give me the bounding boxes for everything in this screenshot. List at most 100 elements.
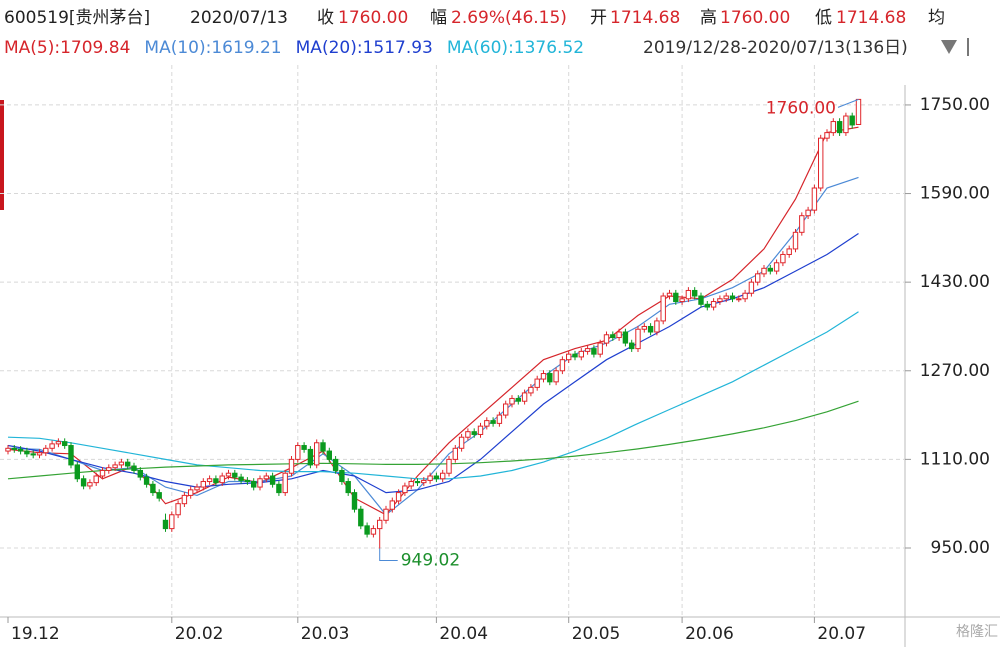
- y-tick-label: 1750.00: [920, 95, 990, 115]
- legend-entry: MA(60):1376.52: [447, 38, 584, 58]
- candle-body: [509, 397, 515, 405]
- candle-body: [761, 267, 767, 275]
- candle-body: [521, 392, 528, 402]
- y-tick-label: 1430.00: [920, 272, 990, 292]
- candle-body: [150, 483, 156, 494]
- candle-body: [458, 436, 465, 449]
- candle-body: [452, 447, 459, 460]
- candle-body: [792, 231, 799, 250]
- candle-body: [295, 445, 301, 460]
- candle-body: [534, 378, 540, 388]
- candle-body: [395, 492, 402, 502]
- candle-body: [446, 458, 452, 474]
- candle-body: [276, 483, 282, 494]
- candle-body: [194, 486, 200, 491]
- candle-body: [62, 441, 68, 447]
- candle-body: [591, 348, 597, 355]
- candle-body: [238, 476, 244, 481]
- candle-body: [729, 295, 736, 300]
- candle-body: [547, 373, 553, 383]
- candle-body: [301, 445, 307, 450]
- value: 1760.00: [720, 8, 790, 28]
- candle-body: [74, 464, 80, 480]
- candle-body: [849, 115, 855, 126]
- candle-body: [232, 472, 238, 478]
- legend-entry: MA(5):1709.84: [4, 38, 130, 58]
- candle-body: [339, 469, 345, 483]
- candle-body: [49, 443, 55, 449]
- label: 收: [317, 8, 334, 28]
- candle-body: [559, 359, 566, 372]
- y-tick-label: 1590.00: [920, 184, 990, 204]
- candle-body: [68, 445, 74, 466]
- candle-body: [584, 348, 591, 352]
- candle-body: [855, 98, 862, 125]
- candle-body: [206, 478, 213, 483]
- candle-body: [647, 325, 654, 333]
- candle-body: [225, 472, 232, 477]
- candle-body: [477, 425, 484, 435]
- candle-body: [622, 331, 629, 344]
- candle-body: [471, 431, 477, 435]
- value: 1714.68: [836, 8, 906, 28]
- candle-body: [5, 447, 11, 452]
- x-tick-label: 20.05: [572, 624, 621, 644]
- annotation: 1760.00: [766, 98, 836, 118]
- candle-body: [736, 298, 742, 301]
- candle-body: [389, 500, 396, 510]
- candle-body: [610, 334, 616, 339]
- candle-body: [200, 481, 207, 488]
- candle-body: [679, 298, 685, 303]
- x-tick-label: 19.12: [11, 624, 60, 644]
- candle-body: [484, 420, 490, 427]
- candle-body: [332, 458, 339, 471]
- candle-body: [603, 334, 610, 344]
- candle-body: [673, 292, 679, 303]
- candle-body: [320, 442, 326, 452]
- candle-body: [143, 476, 150, 485]
- candle-body: [723, 295, 729, 300]
- candle-body: [364, 525, 370, 535]
- candle-body: [131, 465, 137, 471]
- candle-body: [156, 492, 162, 499]
- watermark: 格隆汇: [956, 624, 998, 640]
- candle-body: [188, 489, 194, 496]
- candle-body: [666, 292, 673, 297]
- x-tick-label: 20.03: [301, 624, 350, 644]
- candle-body: [408, 481, 414, 487]
- ma-line: [7, 311, 859, 480]
- candle-body: [496, 414, 503, 424]
- candle-body: [269, 475, 276, 485]
- candle-body: [307, 448, 314, 466]
- candle-body: [515, 397, 521, 402]
- legend-entry: MA(20):1517.93: [296, 38, 433, 58]
- candle-body: [93, 475, 99, 484]
- header: 600519[贵州茅台] 2020/07/13 收 1760.00 幅 2.69…: [4, 8, 945, 28]
- y-tick-label: 950.00: [931, 538, 990, 558]
- range-text: 2019/12/28-2020/07/13(136日): [643, 38, 908, 58]
- candle-body: [24, 450, 30, 455]
- dropdown-icon[interactable]: [941, 40, 957, 54]
- candle-body: [685, 289, 692, 300]
- candle-body: [345, 481, 351, 494]
- annotation-line: [837, 98, 859, 108]
- label: 高: [700, 8, 717, 28]
- x-tick-label: 20.02: [175, 624, 224, 644]
- date: 2020/07/13: [190, 8, 288, 28]
- candle-body: [351, 492, 358, 510]
- candle-body: [112, 464, 118, 469]
- candle-body: [30, 453, 36, 456]
- candle-body: [213, 478, 219, 484]
- candle-body: [326, 450, 333, 460]
- candle-body: [811, 187, 818, 211]
- candle-body: [80, 478, 87, 487]
- label: 均: [928, 8, 945, 28]
- candle-body: [748, 281, 755, 294]
- ma-line: [7, 233, 859, 494]
- candle-body: [288, 458, 295, 474]
- candle-body: [314, 442, 320, 466]
- candle-body: [402, 485, 408, 494]
- candle-body: [383, 508, 389, 521]
